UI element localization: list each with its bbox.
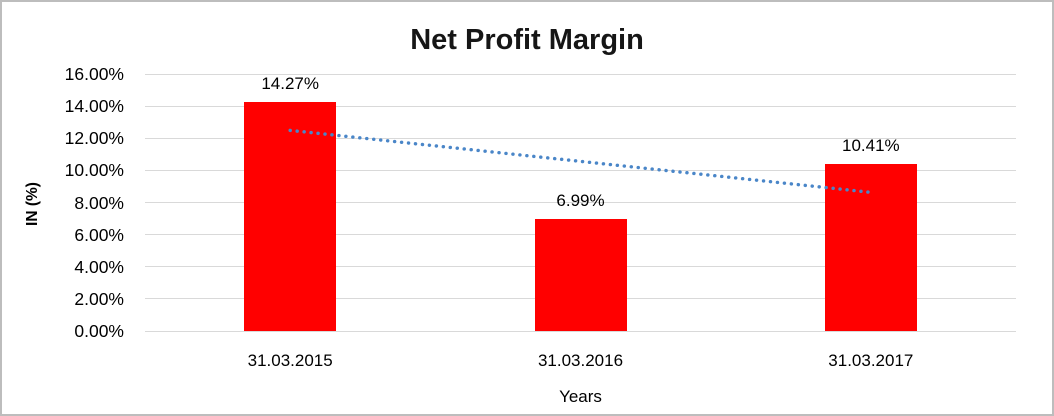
y-tick-label: 12.00% (64, 128, 124, 149)
bar (824, 163, 917, 331)
gridline (145, 202, 1016, 203)
x-axis-title: Years (559, 387, 602, 406)
chart-title: Net Profit Margin (410, 24, 644, 56)
bar (244, 101, 337, 331)
gridline (145, 330, 1016, 332)
y-tick-label: 2.00% (74, 288, 124, 309)
y-tick-label: 16.00% (64, 64, 124, 84)
bar (534, 218, 627, 331)
gridline (145, 105, 1016, 107)
x-category-label: 31.03.2016 (537, 351, 624, 370)
bar-data-label: 6.99% (556, 190, 605, 210)
x-category-label: 31.03.2017 (828, 351, 914, 370)
y-tick-label: 4.00% (74, 256, 124, 277)
y-tick-label: 10.00% (64, 160, 124, 181)
y-tick-label: 14.00% (64, 96, 124, 117)
trendline (288, 128, 873, 195)
gridline (145, 73, 1016, 75)
y-tick-label: 6.00% (74, 224, 124, 245)
bar-data-label: 14.27% (261, 73, 319, 93)
y-tick-label: 0.00% (74, 321, 124, 341)
bar-data-label: 10.41% (841, 135, 900, 155)
x-category-label: 31.03.2015 (247, 351, 333, 370)
y-tick-label: 8.00% (74, 192, 124, 213)
